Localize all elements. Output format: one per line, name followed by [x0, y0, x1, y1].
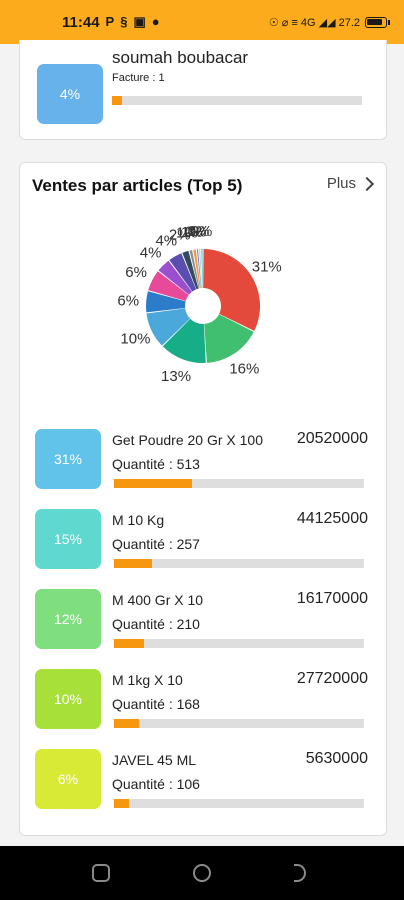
pie-slice	[169, 253, 197, 292]
article-quantity: Quantité : 513	[112, 456, 200, 472]
pie-slice	[201, 249, 203, 289]
article-percent-badge: 31%	[35, 429, 101, 489]
status-time: 11:44	[62, 13, 100, 31]
article-progress-fill	[114, 559, 152, 568]
pie-slice-label: 13%	[161, 368, 191, 385]
pie-slice	[193, 249, 201, 289]
client-name: soumah boubacar	[112, 48, 249, 67]
pie-slice	[182, 250, 199, 290]
pie-slice	[158, 260, 193, 295]
chevron-right-icon	[359, 176, 375, 191]
article-quantity: Quantité : 257	[112, 536, 200, 552]
article-percent-badge: 10%	[35, 669, 101, 729]
notification-dot-icon: ●	[151, 14, 160, 29]
article-quantity: Quantité : 106	[112, 776, 200, 792]
article-progress-bar	[114, 559, 364, 568]
client-progress-fill	[112, 96, 122, 105]
battery-icon	[365, 16, 390, 28]
article-progress-fill	[114, 479, 192, 488]
article-progress-fill	[114, 799, 129, 808]
pie-slice	[189, 250, 200, 289]
article-quantity: Quantité : 168	[112, 696, 200, 712]
pie-slice	[162, 318, 206, 363]
article-name: M 10 Kg	[112, 512, 165, 528]
client-card[interactable]: 4% soumah boubacar Facture : 1	[19, 40, 387, 140]
notification-icons: P § ▣ ●	[106, 14, 160, 30]
article-amount: 5630000	[305, 750, 368, 767]
pie-slice	[146, 291, 186, 313]
article-amount: 44125000	[296, 510, 368, 527]
section-title: Ventes par articles (Top 5)	[32, 176, 243, 195]
article-quantity: Quantité : 210	[112, 616, 200, 632]
pie-slice-label: 31%	[252, 259, 282, 276]
notification-office-icon: ▣	[133, 14, 146, 29]
pie-slice-label: 1%	[176, 225, 198, 242]
system-status-icons: ☉ ⌀ ≡ 4G ◢◢ 27.2	[268, 16, 360, 29]
client-progress-bar	[112, 96, 362, 105]
article-name: Get Poudre 20 Gr X 100	[112, 432, 263, 448]
more-label: Plus	[326, 175, 356, 192]
sales-by-article-card: Ventes par articles (Top 5) Plus 31% 16% 1…	[19, 162, 387, 836]
pie-slice	[199, 249, 203, 289]
system-icons: ☉ ⌀ ≡ 4G ◢◢ 27.2	[269, 16, 390, 29]
pie-slice-label: 16%	[229, 361, 259, 378]
navigation-bar	[0, 846, 404, 900]
article-percent-badge: 12%	[35, 589, 101, 649]
pie-slice-label: 0%	[185, 223, 207, 240]
article-progress-bar	[114, 479, 364, 488]
pie-slice	[196, 249, 202, 289]
pie-slice-label: 10%	[120, 331, 150, 348]
status-bar: 11:44 P § ▣ ● ☉ ⌀ ≡ 4G ◢◢ 27.2	[0, 0, 404, 44]
sales-pie-chart: 31%16%13%10%6%6%4%4%2%1%1%0%0%0%	[117, 223, 282, 385]
pie-slice-label: 4%	[155, 233, 177, 250]
client-invoice-count: Facture : 1	[112, 72, 165, 84]
pie-slice-label: 1%	[181, 224, 203, 241]
article-name: M 400 Gr X 10	[112, 592, 204, 608]
article-percent-badge: 6%	[35, 749, 101, 809]
more-button[interactable]: Plus	[326, 175, 375, 192]
home-icon[interactable]	[193, 864, 211, 882]
pie-slice	[203, 249, 260, 331]
pie-slice-label: 6%	[125, 264, 147, 281]
article-name: JAVEL 45 ML	[112, 752, 197, 768]
article-progress-fill	[114, 639, 144, 648]
article-progress-bar	[114, 799, 364, 808]
article-amount: 27720000	[296, 670, 368, 687]
pie-slice	[204, 314, 254, 363]
pie-slice-label: 0%	[191, 223, 213, 240]
article-percent-badge: 15%	[35, 509, 101, 569]
article-amount: 20520000	[296, 430, 368, 447]
client-percent-badge: 4%	[37, 64, 103, 124]
notification-app-icon: §	[120, 14, 128, 29]
pie-slice-label: 0%	[188, 223, 210, 240]
article-name: M 1kg X 10	[112, 672, 183, 688]
pie-slice-label: 6%	[117, 292, 139, 309]
article-progress-bar	[114, 639, 364, 648]
recent-apps-icon[interactable]	[92, 864, 110, 882]
pie-slice-label: 4%	[140, 244, 162, 261]
pie-slice	[148, 271, 189, 301]
pie-slice	[146, 308, 191, 346]
back-icon[interactable]	[294, 864, 306, 882]
article-progress-bar	[114, 719, 364, 728]
notification-p-icon: P	[105, 14, 115, 29]
article-amount: 16170000	[296, 590, 368, 607]
article-progress-fill	[114, 719, 139, 728]
pie-slice-label: 2%	[169, 227, 191, 244]
